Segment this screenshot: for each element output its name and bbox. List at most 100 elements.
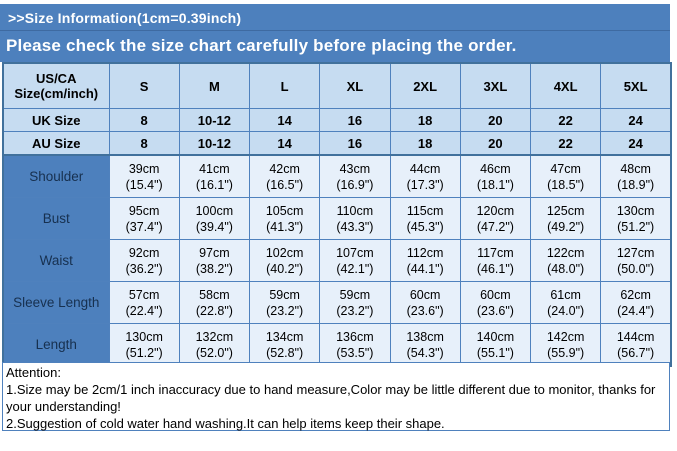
size-column-header: 5XL: [600, 62, 672, 109]
measurement-inch-value: (54.3"): [406, 345, 444, 360]
measurement-inch-value: (55.1"): [476, 345, 514, 360]
size-column-header: M: [178, 62, 251, 109]
measurement-inch-value: (40.2"): [266, 261, 304, 276]
measurement-value-cell: 61cm (24.0"): [529, 281, 602, 324]
measurement-row-label: Waist: [2, 239, 110, 282]
measurement-inch-value: (18.5"): [547, 177, 585, 192]
size-column-header: 3XL: [459, 62, 532, 109]
measurement-cm-value: 120cm: [476, 203, 515, 218]
measurement-cm-value: 115cm: [406, 203, 444, 218]
measurement-inch-value: (51.2"): [617, 219, 655, 234]
measurement-inch-value: (16.1"): [195, 177, 233, 192]
size-value-cell: 20: [459, 131, 532, 156]
size-conversion-row: AU Size 8 10-12 14 16 18 20 22 24: [2, 131, 672, 156]
measurement-value-cell: 107cm (42.1"): [319, 239, 391, 282]
measurement-row: Sleeve Length 57cm (22.4") 58cm (22.8") 59cm(…: [2, 281, 672, 324]
measurement-inch-value: (42.1"): [336, 261, 374, 276]
size-table-body: UK Size 8 10-12 14 16 18 20 22 24 AU Size 8 10-12 14…: [2, 108, 672, 367]
size-value-cell: 8: [108, 108, 180, 132]
measurement-inch-value: (17.3"): [406, 177, 444, 192]
measurement-value-cell: 140cm (55.1"): [459, 323, 532, 367]
measurement-cm-value: 60cm: [480, 287, 511, 302]
measurement-inch-value: (38.2"): [195, 261, 233, 276]
attention-note-2: 2.Suggestion of cold water hand washing.…: [6, 416, 445, 431]
measurement-cm-value: 130cm: [616, 203, 655, 218]
measurement-value-cell: 60cm (23.6"): [459, 281, 532, 324]
measurement-row: Waist 92cm (36.2") 97cm (38.2") 102cm (40.2") 1…: [2, 239, 672, 282]
measurement-cm-value: 58cm: [199, 287, 230, 302]
attention-note-1: 1.Size may be 2cm/1 inch inaccuracy due …: [6, 382, 656, 414]
measurement-inch-value: (46.1"): [476, 261, 514, 276]
measurement-inch-value: (51.2"): [125, 345, 163, 360]
size-value-cell: 22: [529, 131, 602, 156]
measurement-inch-value: (52.0"): [195, 345, 233, 360]
measurement-value-cell: 39cm (15.4"): [108, 154, 180, 198]
measurement-cm-value: 132cm: [195, 329, 234, 344]
measurement-value-cell: 136cm (53.5"): [319, 323, 391, 367]
measurement-cm-value: 142cm: [546, 329, 585, 344]
measurement-value-cell: 125cm (49.2"): [529, 197, 602, 240]
measurement-value-cell: 46cm (18.1"): [459, 154, 532, 198]
measurement-value-cell: 48cm (18.9"): [600, 154, 672, 198]
measurement-inch-value: (18.9"): [617, 177, 655, 192]
measurement-cm-value: 59cm: [339, 287, 371, 302]
measurement-value-cell: 102cm (40.2"): [248, 239, 321, 282]
measurement-cm-value: 42cm: [269, 161, 300, 176]
measurement-cm-value: 140cm: [476, 329, 515, 344]
measurement-inch-value: (22.8"): [195, 303, 233, 318]
measurement-row-label: Sleeve Length: [2, 281, 110, 324]
size-value-cell: 10-12: [178, 131, 251, 156]
size-conversion-row: UK Size 8 10-12 14 16 18 20 22 24: [2, 108, 672, 132]
measurement-inch-value: (16.9"): [336, 177, 374, 192]
measurement-value-cell: 59cm (23.2"): [319, 281, 391, 324]
measurement-value-cell: 115cm (45.3"): [389, 197, 461, 240]
measurement-cm-value: 138cm: [406, 329, 444, 344]
measurement-cm-value: 122cm: [546, 245, 585, 260]
measurement-value-cell: 58cm (22.8"): [178, 281, 251, 324]
section-title: >>Size Information(1cm=0.39inch): [0, 4, 670, 31]
measurement-value-cell: 138cm (54.3"): [389, 323, 461, 367]
column-header-row: US/CA Size(cm/inch) S M L XL 2XL 3XL 4XL 5XL: [2, 62, 672, 109]
measurement-cm-value: 97cm: [199, 245, 230, 260]
size-row-label: UK Size: [2, 108, 110, 132]
measurement-cm-value: 43cm: [339, 161, 371, 176]
measurement-cm-value: 117cm: [477, 245, 514, 260]
measurement-value-cell: 127cm (50.0"): [600, 239, 672, 282]
measurement-row-label: Shoulder: [2, 154, 110, 198]
measurement-cm-value: 134cm: [265, 329, 304, 344]
measurement-inch-value: (37.4"): [125, 219, 163, 234]
measurement-inch-value: (56.7"): [617, 345, 655, 360]
measurement-inch-value: (24.4"): [617, 303, 655, 318]
measurement-value-cell: 130cm (51.2"): [600, 197, 672, 240]
measurement-value-cell: 122cm (48.0"): [529, 239, 602, 282]
measurement-cm-value: 112cm: [406, 245, 444, 260]
order-warning-text: Please check the size chart carefully be…: [6, 36, 517, 55]
measurement-inch-value: (16.5"): [266, 177, 304, 192]
measurement-cm-value: 62cm: [620, 287, 651, 302]
measurement-inch-value: (43.3"): [336, 219, 374, 234]
size-column-header: L: [248, 62, 321, 109]
measurement-value-cell: 59cm (23.2"): [248, 281, 321, 324]
measurement-inch-value: (44.1"): [406, 261, 444, 276]
size-table: US/CA Size(cm/inch) S M L XL 2XL 3XL 4XL 5XL UK S…: [2, 62, 672, 367]
corner-header-cell: US/CA Size(cm/inch): [2, 62, 110, 109]
measurement-cm-value: 60cm: [409, 287, 441, 302]
measurement-cm-value: 136cm: [336, 329, 374, 344]
measurement-value-cell: 43cm (16.9"): [319, 154, 391, 198]
measurement-value-cell: 92cm (36.2"): [108, 239, 180, 282]
measurement-inch-value: (22.4"): [125, 303, 163, 318]
size-value-cell: 8: [108, 131, 180, 156]
measurement-cm-value: 48cm: [620, 161, 651, 176]
measurement-cm-value: 44cm: [409, 161, 441, 176]
corner-label-line2: Size(cm/inch): [14, 86, 99, 101]
measurement-cm-value: 95cm: [128, 203, 160, 218]
size-column-header: 4XL: [529, 62, 602, 109]
measurement-value-cell: 117cm (46.1"): [459, 239, 532, 282]
measurement-cm-value: 46cm: [480, 161, 511, 176]
size-value-cell: 18: [389, 131, 461, 156]
measurement-value-cell: 60cm (23.6"): [389, 281, 461, 324]
measurement-inch-value: (48.0"): [547, 261, 585, 276]
measurement-inch-value: (45.3"): [406, 219, 444, 234]
measurement-inch-value: (52.8"): [266, 345, 304, 360]
measurement-inch-value: (24.0"): [547, 303, 585, 318]
